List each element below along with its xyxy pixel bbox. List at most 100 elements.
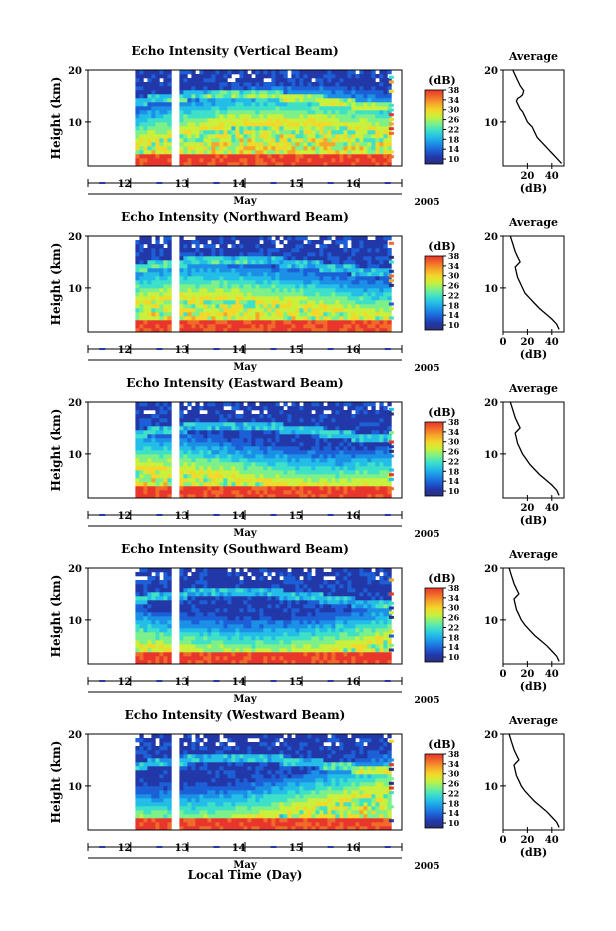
heat-cell [327, 162, 332, 167]
heat-cell [199, 110, 204, 115]
heat-cell [371, 138, 376, 143]
heat-cell [275, 142, 280, 147]
heat-cell [367, 422, 372, 427]
heat-cell [291, 154, 296, 159]
heat-cell [203, 236, 208, 241]
heat-cell [195, 494, 200, 499]
heat-cell [371, 328, 376, 333]
heat-cell [351, 462, 356, 467]
heat-cell [275, 418, 280, 423]
heat-cell [275, 328, 280, 333]
heat-cell [223, 304, 228, 309]
heat-cell [247, 268, 252, 273]
heat-cell [267, 272, 272, 277]
heat-cell [275, 426, 280, 431]
heat-cell [363, 240, 368, 245]
heat-cell [315, 288, 320, 293]
heat-cell [259, 478, 264, 483]
heat-cell [331, 150, 336, 155]
heat-cell [219, 118, 224, 123]
heat-cell [367, 122, 372, 127]
heat-cell [215, 308, 220, 313]
heat-cell [247, 410, 252, 415]
heat-cell [147, 146, 152, 151]
heat-cell [307, 422, 312, 427]
heat-cell [299, 450, 304, 455]
heat-cell [255, 130, 260, 135]
heat-cell [191, 478, 196, 483]
heat-cell [239, 240, 244, 245]
heat-cell [279, 446, 284, 451]
heat-cell [371, 142, 376, 147]
heat-cell [191, 410, 196, 415]
heat-cell [195, 320, 200, 325]
heat-cell [323, 86, 328, 91]
heat-cell [351, 406, 356, 411]
heat-cell [163, 158, 168, 163]
heat-cell [267, 134, 272, 139]
heat-cell [223, 162, 228, 167]
heat-cell [223, 244, 228, 249]
heat-cell [247, 74, 252, 79]
heat-cell [383, 312, 388, 317]
heat-cell [191, 134, 196, 139]
heat-cell [255, 70, 260, 75]
heat-cell [163, 410, 168, 415]
heat-cell [347, 486, 352, 491]
heat-cell [139, 260, 144, 265]
heat-cell [307, 280, 312, 285]
heat-cell [347, 300, 352, 305]
heat-cell [363, 450, 368, 455]
heat-cell [331, 320, 336, 325]
heat-cell [143, 252, 148, 257]
average-title: Average [508, 382, 558, 395]
heat-cell [155, 106, 160, 111]
heat-cell [139, 158, 144, 163]
heat-cell [331, 462, 336, 467]
heat-cell [387, 264, 392, 269]
x-tick-label: 15 [289, 511, 303, 522]
heat-cell [191, 600, 196, 605]
heat-cell [147, 588, 152, 593]
heat-cell [143, 588, 148, 593]
heat-cell [331, 146, 336, 151]
heat-cell [191, 308, 196, 313]
heat-cell [183, 292, 188, 297]
heat-cell [247, 446, 252, 451]
heat-cell [207, 446, 212, 451]
heat-cell [207, 612, 212, 617]
heat-cell [263, 422, 268, 427]
heat-cell [307, 150, 312, 155]
heat-cell [327, 320, 332, 325]
heat-cell [303, 418, 308, 423]
heat-cell [379, 280, 384, 285]
heat-cell [283, 158, 288, 163]
heat-cell [383, 280, 388, 285]
heat-cell [339, 78, 344, 83]
heat-cell [275, 288, 280, 293]
heat-cell [371, 126, 376, 131]
heat-cell [231, 126, 236, 131]
heat-cell [379, 402, 384, 407]
heat-cell [387, 134, 392, 139]
heat-cell [143, 154, 148, 159]
heat-cell [307, 494, 312, 499]
heat-cell [167, 118, 172, 123]
heat-cell [135, 620, 140, 625]
heat-cell [135, 126, 140, 131]
heat-cell [163, 276, 168, 281]
edge-cell [388, 440, 394, 444]
heat-cell [263, 308, 268, 313]
heat-cell [207, 292, 212, 297]
heat-cell [235, 406, 240, 411]
heat-cell [235, 122, 240, 127]
heat-cell [303, 162, 308, 167]
heat-cell [135, 446, 140, 451]
heat-cell [335, 158, 340, 163]
heat-cell [379, 236, 384, 241]
heat-cell [235, 86, 240, 91]
heat-cell [267, 118, 272, 123]
heat-cell [347, 130, 352, 135]
heat-cell [219, 324, 224, 329]
heat-cell [339, 236, 344, 241]
